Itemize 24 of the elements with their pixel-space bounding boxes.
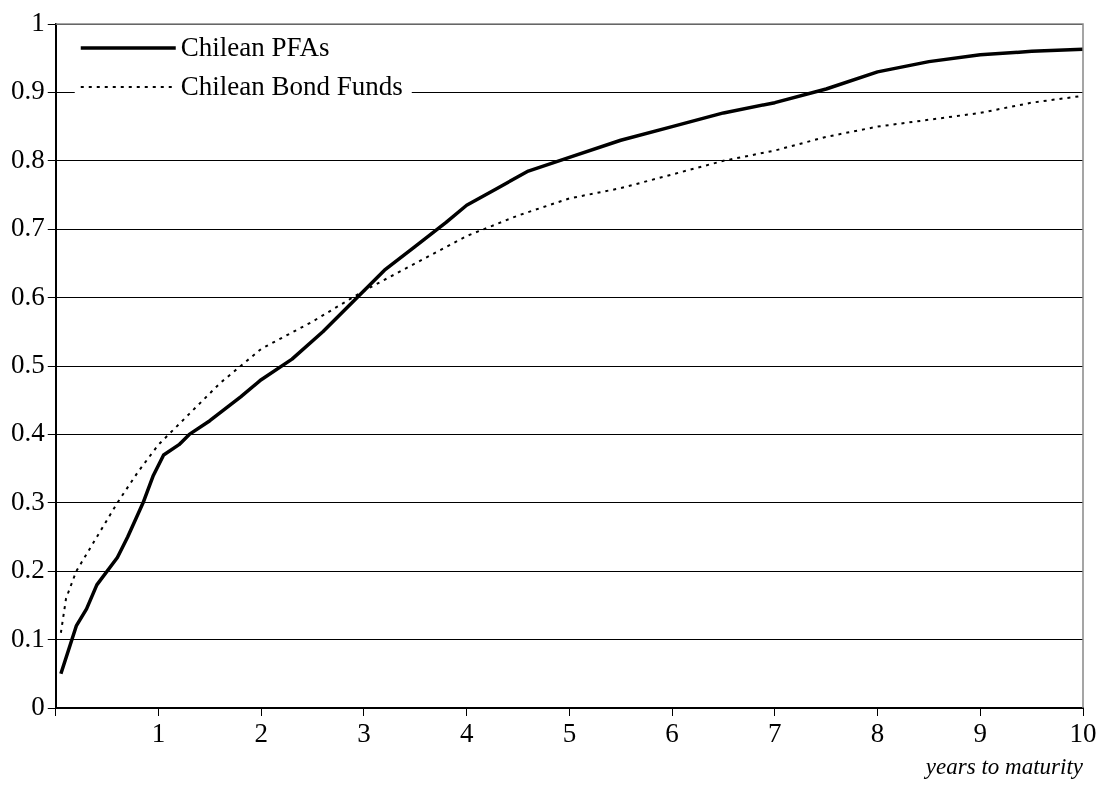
- x-tick-label: 1: [151, 718, 166, 749]
- x-axis-title: years to maturity: [923, 754, 1084, 780]
- x-tick-label: 7: [768, 718, 782, 749]
- y-tick-label: 0.9: [11, 75, 45, 106]
- y-tick-label: 0: [31, 691, 45, 722]
- legend-label: Chilean Bond Funds: [180, 71, 403, 102]
- y-tick-label: 0.6: [11, 280, 45, 311]
- y-tick-label: 0.4: [11, 417, 46, 448]
- x-tick-label: 6: [665, 718, 679, 749]
- x-tick-label: 10: [1069, 718, 1097, 749]
- y-tick-label: 0.2: [11, 554, 45, 585]
- y-tick-label: 0.1: [11, 622, 45, 653]
- x-tick-label: 9: [973, 718, 988, 749]
- x-tick-label: 5: [562, 718, 577, 749]
- x-tick-label: 8: [870, 718, 885, 749]
- y-tick-label: 0.7: [11, 212, 45, 243]
- y-tick-label: 0.5: [11, 349, 45, 380]
- y-tick-label: 0.3: [11, 485, 45, 516]
- x-tick-label: 4: [459, 718, 474, 749]
- x-tick-label: 2: [254, 718, 268, 749]
- x-tick-label: 3: [357, 718, 371, 749]
- y-tick-label: 0.8: [11, 143, 45, 174]
- y-tick-label: 1: [31, 7, 45, 38]
- legend-label: Chilean PFAs: [180, 32, 330, 63]
